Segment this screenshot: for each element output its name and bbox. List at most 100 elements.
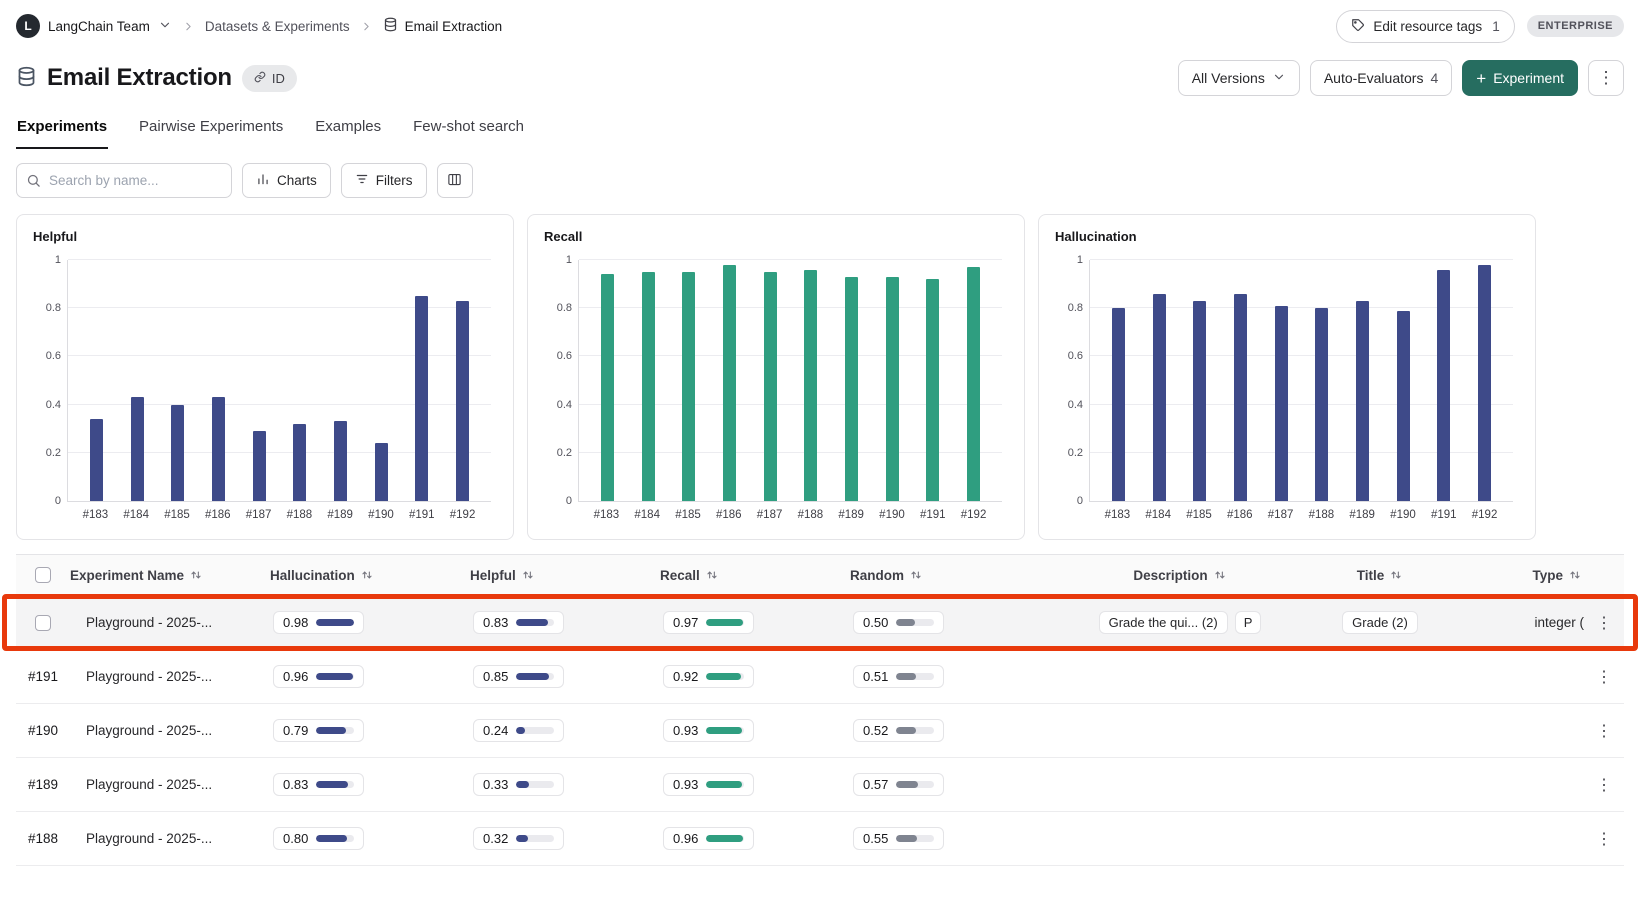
- metric-bar-fill: [516, 619, 548, 626]
- bar-187[interactable]: [1274, 305, 1288, 501]
- columns-button[interactable]: [436, 163, 473, 198]
- column-header-name[interactable]: Experiment Name: [70, 568, 270, 583]
- bar-186[interactable]: [1233, 293, 1247, 501]
- bar-189[interactable]: [845, 276, 859, 501]
- bar-190[interactable]: [374, 443, 388, 501]
- column-header-helpful[interactable]: Helpful: [470, 568, 660, 583]
- column-header-type[interactable]: Type: [1440, 568, 1584, 583]
- row-overflow-menu-button[interactable]: ⋮: [1596, 722, 1612, 740]
- select-all-checkbox[interactable]: [35, 567, 51, 583]
- column-header-recall[interactable]: Recall: [660, 568, 850, 583]
- title-tag[interactable]: Grade (2): [1342, 611, 1418, 634]
- metric-bar-fill: [706, 619, 744, 626]
- recall-cell: 0.96: [660, 827, 850, 850]
- row-overflow-menu-button[interactable]: ⋮: [1596, 614, 1612, 632]
- breadcrumb-datasets-experiments[interactable]: Datasets & Experiments: [204, 18, 350, 34]
- org-switcher[interactable]: L LangChain Team: [16, 14, 172, 38]
- bars-container: [579, 260, 1002, 501]
- bar-185[interactable]: [171, 404, 185, 501]
- bar-184[interactable]: [130, 397, 144, 501]
- bar-192[interactable]: [456, 300, 470, 501]
- bar-192[interactable]: [1478, 264, 1492, 501]
- x-axis-label: #183: [593, 509, 620, 521]
- bar-187[interactable]: [252, 431, 266, 501]
- column-header-hallucination[interactable]: Hallucination: [270, 568, 470, 583]
- table-row[interactable]: #191 Playground - 2025-... 0.96 0.85 0.92 0.5…: [16, 650, 1624, 704]
- row-overflow-menu-button[interactable]: ⋮: [1596, 668, 1612, 686]
- bar-188[interactable]: [293, 423, 307, 501]
- table-row[interactable]: Playground - 2025-... 0.98 0.83 0.97 0.50 Gra…: [2, 594, 1638, 651]
- bar-187[interactable]: [763, 272, 777, 501]
- metric-pill: 0.98: [273, 611, 365, 634]
- header-overflow-menu-button[interactable]: ⋮: [1588, 60, 1624, 96]
- bar-186[interactable]: [211, 397, 225, 501]
- experiment-name-cell[interactable]: Playground - 2025-...: [86, 669, 213, 684]
- chart-card-helpful: Helpful 1 0.8 0.6 0.4 0.2 0 #183 #184 #185 #186 #18…: [16, 214, 514, 540]
- metric-bar-fill: [316, 673, 353, 680]
- y-axis-tick-label: 0.6: [45, 350, 61, 363]
- bar-185[interactable]: [682, 272, 696, 501]
- row-overflow-menu-button[interactable]: ⋮: [1596, 776, 1612, 794]
- row-checkbox[interactable]: [35, 614, 51, 631]
- charts-toggle-button[interactable]: Charts: [242, 163, 331, 198]
- column-header-description[interactable]: Description: [1040, 568, 1320, 583]
- bar-190[interactable]: [1396, 310, 1410, 501]
- auto-evaluators-button[interactable]: Auto-Evaluators 4: [1309, 60, 1453, 96]
- edit-resource-tags-button[interactable]: Edit resource tags 1: [1336, 9, 1515, 43]
- bar-183[interactable]: [1111, 308, 1125, 501]
- column-label: Random: [850, 567, 904, 583]
- gridline: [68, 307, 491, 309]
- bar-185[interactable]: [1193, 300, 1207, 501]
- column-header-random[interactable]: Random: [850, 568, 1040, 583]
- metric-pill: 0.55: [853, 827, 945, 850]
- chevron-down-icon: [1272, 70, 1286, 87]
- experiment-name-cell[interactable]: Playground - 2025-...: [86, 777, 213, 792]
- bar-186[interactable]: [722, 264, 736, 501]
- y-axis-tick-label: 0.8: [45, 302, 61, 315]
- bar-188[interactable]: [1315, 308, 1329, 501]
- bar-189[interactable]: [334, 421, 348, 501]
- tab-examples[interactable]: Examples: [315, 118, 382, 135]
- metric-value: 0.50: [863, 615, 889, 630]
- bar-188[interactable]: [804, 269, 818, 501]
- experiment-name-cell[interactable]: Playground - 2025-...: [86, 723, 213, 738]
- tab-pairwise-experiments[interactable]: Pairwise Experiments: [139, 118, 284, 135]
- chevron-right-icon: [360, 20, 373, 33]
- description-badge[interactable]: P: [1234, 611, 1262, 634]
- versions-dropdown[interactable]: All Versions: [1177, 60, 1300, 96]
- filters-button[interactable]: Filters: [340, 163, 427, 198]
- bar-slot: [1302, 260, 1343, 501]
- new-experiment-button[interactable]: + Experiment: [1462, 60, 1578, 96]
- metric-value: 0.97: [673, 615, 699, 630]
- column-label: Hallucination: [270, 567, 355, 583]
- table-row[interactable]: #190 Playground - 2025-... 0.79 0.24 0.93 0.5…: [16, 704, 1624, 758]
- row-overflow-menu-button[interactable]: ⋮: [1596, 830, 1612, 848]
- bar-189[interactable]: [1356, 300, 1370, 501]
- recall-cell: 0.92: [660, 665, 850, 688]
- table-row[interactable]: #189 Playground - 2025-... 0.83 0.33 0.93 0.5…: [16, 758, 1624, 812]
- table-row[interactable]: #188 Playground - 2025-... 0.80 0.32 0.96 0.5…: [16, 812, 1624, 866]
- bar-191[interactable]: [1437, 269, 1451, 501]
- tab-few-shot-search[interactable]: Few-shot search: [413, 118, 524, 135]
- metric-bar: [316, 781, 355, 788]
- bar-183[interactable]: [89, 419, 103, 501]
- bar-190[interactable]: [885, 276, 899, 501]
- bar-183[interactable]: [600, 274, 614, 501]
- bar-184[interactable]: [641, 272, 655, 501]
- search-input[interactable]: [16, 163, 232, 198]
- tab-experiments[interactable]: Experiments: [16, 110, 109, 149]
- charts-row: Helpful 1 0.8 0.6 0.4 0.2 0 #183 #184 #185 #186 #18…: [0, 214, 1640, 540]
- description-tag[interactable]: Grade the qui... (2): [1098, 611, 1228, 634]
- bar-191[interactable]: [415, 296, 429, 501]
- metric-pill: 0.96: [273, 665, 365, 688]
- metric-bar: [706, 727, 745, 734]
- column-header-title[interactable]: Title: [1320, 568, 1440, 583]
- experiment-name-cell[interactable]: Playground - 2025-...: [86, 615, 213, 630]
- copy-id-button[interactable]: ID: [241, 64, 297, 92]
- bar-191[interactable]: [926, 279, 940, 501]
- bar-184[interactable]: [1152, 293, 1166, 501]
- link-icon: [254, 71, 266, 86]
- top-navigation-bar: L LangChain Team Datasets & Experiments …: [0, 0, 1640, 52]
- experiment-name-cell[interactable]: Playground - 2025-...: [86, 831, 213, 846]
- bar-192[interactable]: [967, 267, 981, 501]
